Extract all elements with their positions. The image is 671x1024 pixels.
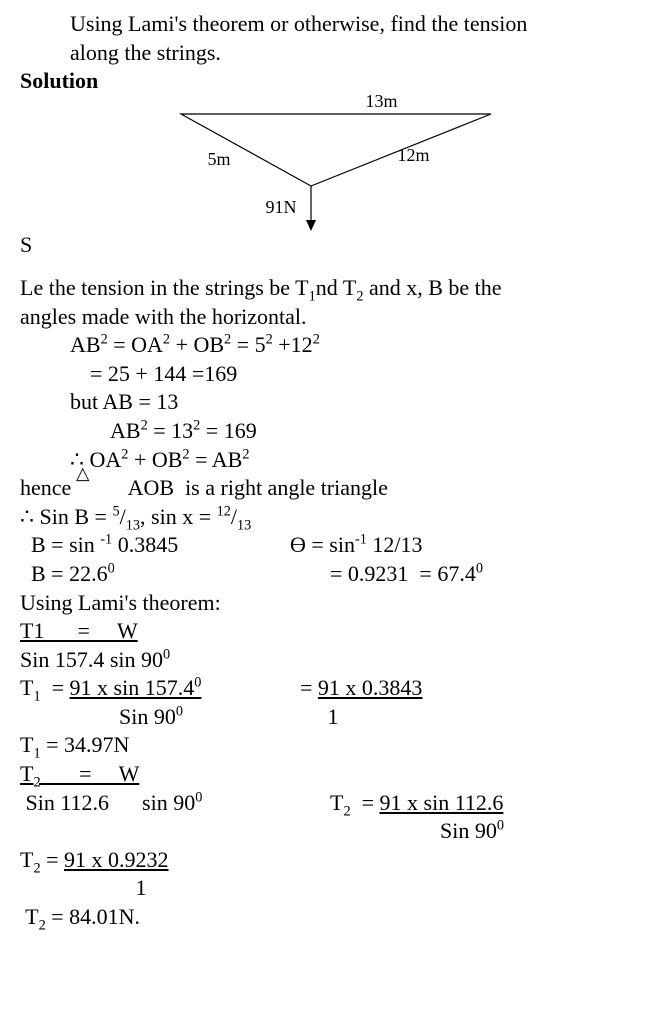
caret-icon: △: [76, 463, 90, 483]
eq-ab-squared: AB2 = OA2 + OB2 = 52 +122: [70, 331, 651, 360]
eq-therefore: ∴ OA2 + OB2 = AB2: [70, 446, 651, 475]
intro-1: Le the tension in the strings be T1nd T2…: [20, 274, 651, 303]
diagram-label-12m: 12m: [398, 146, 430, 164]
t2-equation-top: T2 = W: [20, 760, 651, 789]
intro-2: angles made with the horizontal.: [20, 303, 651, 332]
t2-calc-top: T2 = 91 x 0.9232: [20, 846, 651, 875]
t2-equation-bottom2: Sin 900: [20, 817, 651, 846]
t1-calc-bottom: Sin 900 1: [20, 703, 651, 732]
b-theta-line: B = sin -1 0.3845 Ө = sin-1 12/13: [20, 531, 651, 560]
t2-equation-bottom: Sin 112.6 sin 900 T2 = 91 x sin 112.6: [20, 789, 651, 818]
lami-label: Using Lami's theorem:: [20, 589, 651, 618]
t1-calc-top: T1 = 91 x sin 157.40 = 91 x 0.3843: [20, 674, 651, 703]
t2-result: T2 = 84.01N.: [20, 903, 651, 932]
hence-line: hence△ AOB is a right angle triangle: [20, 474, 651, 503]
t1-equation-bottom: Sin 157.4 sin 900: [20, 646, 651, 675]
eq-but-ab: but AB = 13: [70, 388, 651, 417]
diagram-label-5m: 5m: [208, 150, 231, 168]
t2-calc-bottom: 1: [20, 874, 651, 903]
problem-line2: along the strings.: [70, 39, 651, 68]
problem-line1: Using Lami's theorem or otherwise, find …: [70, 10, 651, 39]
eq-sum: = 25 + 144 =169: [90, 360, 651, 389]
b-result-line: B = 22.60 = 0.9231 = 67.40: [20, 560, 651, 589]
sin-line: ∴ Sin B = 5/13, sin x = 12/13: [20, 503, 651, 532]
triangle-diagram: 13m 5m 12m 91N: [20, 106, 651, 244]
diagram-label-13m: 13m: [366, 92, 398, 110]
eq-ab13: AB2 = 132 = 169: [110, 417, 651, 446]
t1-equation-top: T1 = W: [20, 617, 651, 646]
diagram-label-91n: 91N: [266, 198, 297, 216]
solution-label: Solution: [20, 67, 651, 96]
triangle-svg: [166, 106, 506, 236]
t1-result: T1 = 34.97N: [20, 731, 651, 760]
